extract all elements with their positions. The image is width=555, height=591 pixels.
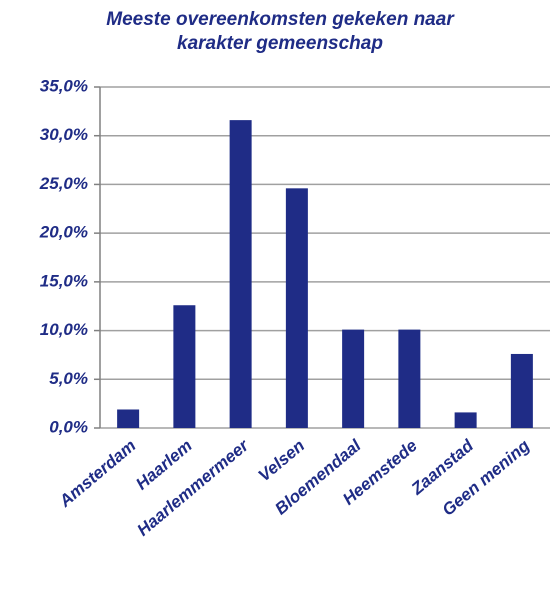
y-tick-label: 0,0% bbox=[49, 417, 88, 436]
x-tick-label: Velsen bbox=[255, 436, 309, 485]
bar bbox=[342, 329, 365, 428]
x-tick-label: Amsterdam bbox=[55, 436, 140, 511]
bar bbox=[173, 305, 196, 428]
y-tick-label: 30,0% bbox=[40, 125, 88, 144]
y-tick-label: 25,0% bbox=[39, 174, 88, 193]
bar bbox=[510, 353, 533, 428]
y-tick-label: 15,0% bbox=[40, 271, 88, 290]
y-tick-label: 35,0% bbox=[40, 76, 88, 95]
bar bbox=[229, 120, 252, 428]
bar bbox=[117, 409, 140, 428]
y-tick-label: 10,0% bbox=[40, 320, 88, 339]
chart-title: Meeste overeenkomsten gekeken naar karak… bbox=[106, 9, 454, 54]
y-tick-label: 5,0% bbox=[49, 369, 88, 388]
bar bbox=[454, 412, 477, 428]
y-tick-label: 20,0% bbox=[39, 223, 88, 242]
bar bbox=[285, 188, 308, 428]
bar bbox=[398, 329, 421, 428]
